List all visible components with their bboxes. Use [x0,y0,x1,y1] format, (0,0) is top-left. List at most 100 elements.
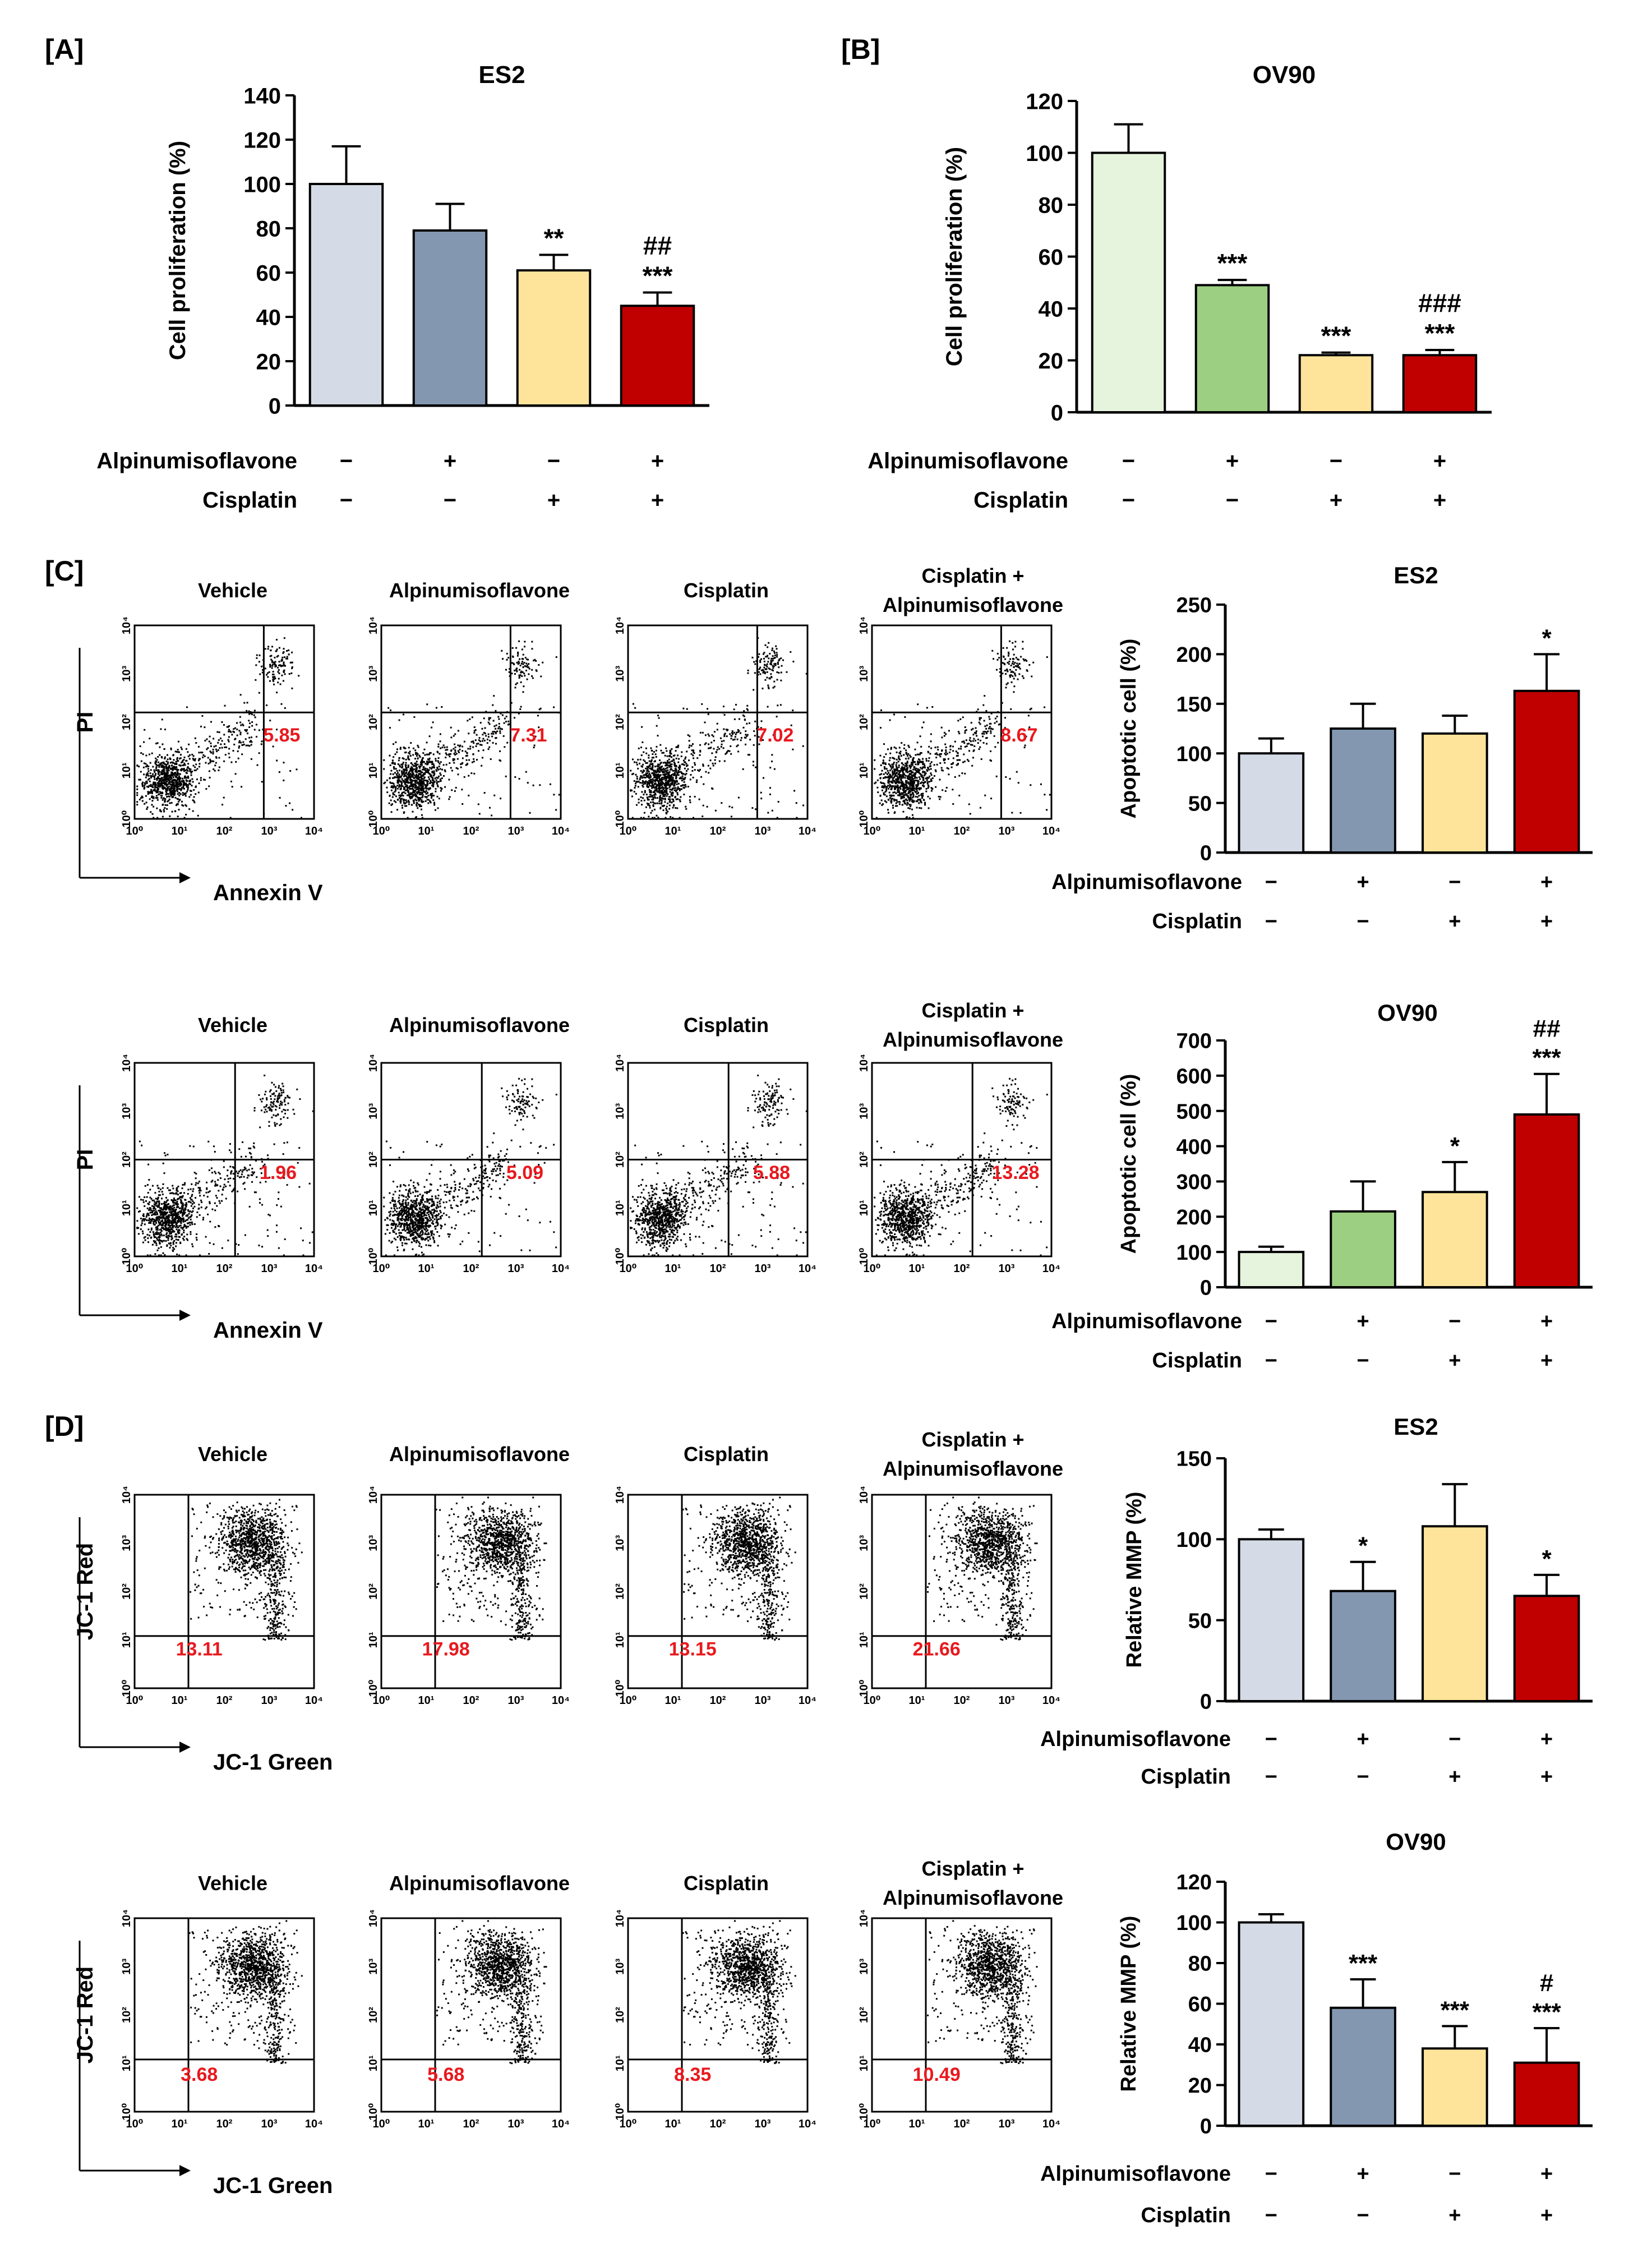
flow-title-combo-line1: Cisplatin + [921,1857,1024,1880]
bar [1513,1595,1580,1703]
flow-y-tick: 10² [121,2007,133,2023]
flow-title-cisplatin: Cisplatin [684,1443,769,1466]
flow-x-tick: 10³ [261,1263,278,1275]
y-tick-label: 100 [1176,743,1212,766]
bar-chart-C-OV90: OV90 Apoptotic cell (%) 0 100 200 300 400 500 60… [1051,999,1593,1372]
flow-y-tick: 10¹ [367,2055,380,2071]
y-tick-label: 600 [1176,1065,1212,1089]
bar [1422,1191,1488,1288]
flow-y-tick: 10¹ [858,1632,870,1648]
y-tick-label: 120 [1176,1871,1212,1895]
flow-title-combo-line2: Alpinumisoflavone [883,593,1063,616]
chart-title: OV90 [1253,61,1316,89]
flow-events [927,1496,1038,1641]
flow-y-tick: 10⁴ [614,1486,626,1504]
flow-x-tick: 10³ [261,825,278,837]
flow-y-tick: 10³ [367,665,380,681]
flow-y-tick: 10⁰ [121,1247,133,1265]
flow-y-tick: 10⁴ [367,1486,380,1504]
flow-x-tick: 10⁴ [799,1694,816,1707]
flow-events [435,1496,547,1641]
treatment-sign-cisplatin: + [1448,1349,1461,1372]
treatment-sign-cisplatin: + [547,488,560,513]
flow-x-tick: 10³ [508,825,524,837]
flow-y-tick: 10¹ [614,1632,626,1648]
treatment-sign-drug: + [1540,1310,1553,1333]
treatment-sign-cisplatin: + [1540,910,1553,933]
flow-x-tick: 10⁴ [552,2118,570,2130]
flow-title-combo-line1: Cisplatin + [921,564,1024,587]
flow-events [630,1074,807,1256]
flow-x-tick: 10² [463,2118,479,2130]
flow-y-tick: 10³ [614,1958,626,1974]
y-tick-label: 100 [1176,1241,1212,1265]
flow-events [874,640,1051,819]
y-tick-label: 200 [1176,1206,1212,1229]
significance-mark: * [1542,1545,1552,1573]
flow-x-tick: 10¹ [909,1694,925,1707]
flow-y-tick: 10⁴ [121,1486,133,1504]
treatment-sign-cisplatin: − [1226,488,1239,513]
significance-mark: *** [1532,1044,1561,1072]
treatment-sign-cisplatin: − [1357,1349,1369,1372]
flow-y-tick: 10³ [858,1958,870,1974]
bar [1238,1921,1305,2127]
flow-y-tick: 10¹ [614,2055,626,2071]
y-tick-label: 80 [1039,193,1064,218]
chart-title: OV90 [1386,1828,1446,1855]
flow-y-tick: 10⁴ [614,1909,626,1927]
treatment-sign-cisplatin: − [1357,1765,1369,1789]
flow-y-tick: 10³ [367,1958,380,1974]
flow-x-tick: 10¹ [909,1263,925,1275]
flow-x-tick: 10² [710,825,726,837]
treatment-sign-cisplatin: + [1540,1349,1553,1372]
y-tick-label: 120 [1026,89,1063,114]
flow-x-tick: 10¹ [418,1263,435,1275]
flow-title-drug: Alpinumisoflavone [389,579,570,602]
chart-title: ES2 [1393,562,1438,588]
flow-y-tick: 10⁴ [367,616,380,634]
flow-y-tick: 10² [614,1583,626,1600]
flow-title-drug: Alpinumisoflavone [389,1872,570,1895]
treatment-label-drug: Alpinumisoflavone [1051,1310,1242,1333]
bar-chart-B: OV90 Cell proliferation (%) 0 20 40 60 80 100 12… [867,61,1492,513]
flow-x-tick: 10⁰ [126,1263,143,1275]
flow-y-tick: 10⁰ [858,1679,870,1697]
significance-mark: *** [1321,321,1351,351]
panel-label-c: [C] [45,555,84,587]
panel-label-b: [B] [841,34,880,65]
flow-x-tick: 10³ [755,2118,771,2130]
bar [1422,2047,1488,2127]
flow-y-tick: 10³ [614,1103,626,1119]
flow-row-C-flow-ES2: Vehicle Alpinumisoflavone Cisplatin Cisplat… [73,564,1063,905]
treatment-label-drug: Alpinumisoflavone [1051,870,1242,894]
flow-x-tick: 10⁰ [863,1694,880,1707]
y-axis-label: Relative MMP (%) [1123,1492,1146,1668]
treatment-sign-cisplatin: − [1265,1349,1277,1372]
flow-y-tick: 10¹ [121,2055,133,2071]
flow-x-tick: 10¹ [665,825,681,837]
flow-plot-frame [627,624,809,820]
panel-label-d: [D] [45,1411,84,1442]
significance-mark: *** [643,261,673,291]
significance-mark: ### [1418,288,1461,317]
flow-y-tick: 10³ [367,1103,380,1119]
flow-x-tick: 10¹ [172,2118,188,2130]
flow-events [630,637,807,819]
significance-mark: * [1450,1132,1460,1160]
y-axis-label: Cell proliferation (%) [942,147,967,366]
flow-y-tick: 10² [367,1151,380,1168]
y-axis-label: Cell proliferation (%) [165,141,190,360]
flow-x-tick: 10³ [755,825,771,837]
treatment-sign-drug: − [1448,2162,1461,2186]
flow-row-D-flow-OV90: Vehicle Alpinumisoflavone Cisplatin Cisplat… [73,1857,1063,2198]
treatment-sign-drug: + [1357,870,1369,894]
treatment-sign-drug: − [1448,870,1461,894]
y-tick-label: 120 [243,128,281,153]
